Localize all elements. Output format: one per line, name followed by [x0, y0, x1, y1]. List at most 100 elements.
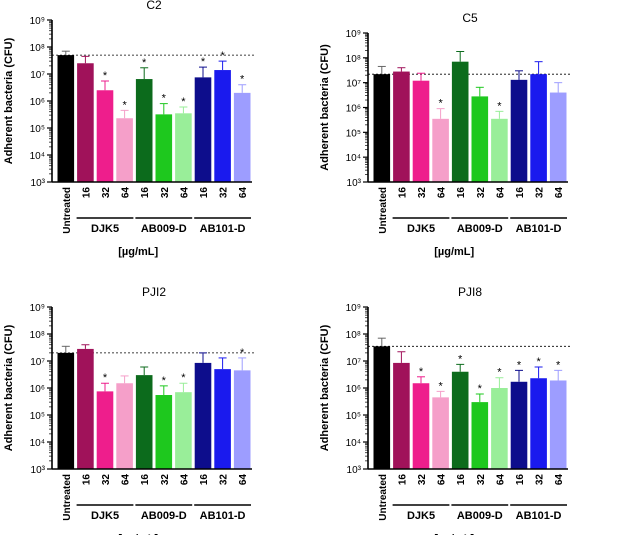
y-tick-label: 10⁶: [30, 97, 45, 108]
group-label: DJK5: [91, 510, 119, 522]
bar-3: [432, 118, 449, 182]
x-tick-label-3: 64: [437, 474, 448, 486]
bar-7: [510, 381, 528, 469]
x-tick-label-6: 64: [179, 474, 190, 486]
bar-6: [175, 113, 192, 182]
x-tick-label-9: 64: [238, 187, 249, 199]
bar-5: [471, 402, 489, 469]
bar-2: [412, 80, 430, 182]
x-tick-label-5: 32: [476, 474, 487, 486]
group-label: DJK5: [91, 223, 119, 235]
group-label: AB009-D: [141, 223, 187, 235]
bar-1: [393, 362, 410, 469]
y-tick-label: 10⁶: [346, 384, 361, 395]
bar-8: [530, 74, 547, 182]
x-axis-unit-label: [µg/mL]: [118, 246, 158, 258]
significance-star-6: *: [181, 372, 186, 384]
x-tick-label-8: 32: [535, 187, 546, 199]
significance-star-9: *: [240, 74, 245, 86]
group-label: AB009-D: [457, 510, 503, 522]
bar-0: [373, 346, 391, 469]
y-tick-label: 10³: [347, 178, 362, 189]
x-tick-label-1: 16: [81, 474, 92, 486]
significance-star-2: *: [103, 70, 108, 82]
y-tick-label: 10⁵: [30, 411, 45, 422]
bar-9: [233, 92, 251, 182]
bar-7: [194, 362, 212, 469]
group-label: AB101-D: [516, 223, 562, 235]
group-label: DJK5: [407, 510, 435, 522]
significance-star-6: *: [497, 367, 502, 379]
x-tick-label-3: 64: [121, 187, 132, 199]
y-tick-label: 10⁴: [30, 438, 45, 449]
y-axis-label: Adherent bacteria (CFU): [3, 37, 15, 164]
group-label: AB101-D: [200, 510, 246, 522]
y-tick-label: 10³: [31, 178, 46, 189]
bar-9: [233, 370, 251, 469]
bar-7: [510, 79, 528, 182]
y-tick-label: 10⁸: [30, 43, 45, 54]
bar-0: [57, 352, 75, 469]
y-tick-label: 10⁵: [346, 128, 361, 139]
y-tick-label: 10⁹: [30, 303, 45, 314]
x-tick-label-8: 32: [219, 474, 230, 486]
y-tick-label: 10⁴: [346, 153, 361, 164]
x-tick-label-5: 32: [160, 187, 171, 199]
y-tick-label: 10⁵: [30, 124, 45, 135]
y-tick-label: 10⁹: [346, 29, 361, 40]
bar-7: [194, 77, 212, 182]
y-tick-label: 10⁷: [30, 357, 45, 368]
chart-panel-c2: C2 Adherent bacteria (CFU) * * * * * * * * 10³ 10⁴ 1…: [3, 0, 254, 258]
group-label: AB101-D: [200, 223, 246, 235]
x-tick-label-0: Untreated: [378, 474, 389, 521]
y-tick-label: 10⁷: [346, 357, 361, 368]
chart-panel-pji2: PJI2 Adherent bacteria (CFU) * * * * 10³ 10⁴ 10⁵…: [3, 285, 254, 540]
bar-4: [451, 61, 469, 182]
bar-4: [451, 371, 469, 469]
y-tick-label: 10⁴: [346, 438, 361, 449]
x-tick-label-2: 32: [101, 187, 112, 199]
x-tick-label-7: 16: [199, 187, 210, 199]
x-axis-unit-label: [µg/mL]: [434, 246, 474, 258]
bar-4: [135, 375, 153, 469]
chart-title: PJI2: [142, 285, 166, 299]
x-tick-label-7: 16: [515, 474, 526, 486]
x-tick-label-6: 64: [495, 474, 506, 486]
x-tick-label-4: 16: [140, 474, 151, 486]
significance-star-3: *: [122, 99, 127, 111]
bar-3: [116, 118, 133, 182]
significance-star-6: *: [497, 100, 502, 112]
significance-star-9: *: [556, 359, 561, 371]
significance-star-8: *: [220, 50, 225, 62]
x-tick-label-5: 32: [160, 474, 171, 486]
x-tick-label-9: 64: [554, 187, 565, 199]
y-tick-label: 10⁴: [30, 151, 45, 162]
x-tick-label-4: 16: [456, 187, 467, 199]
y-axis-label: Adherent bacteria (CFU): [319, 324, 331, 451]
significance-star-3: *: [438, 380, 443, 392]
group-label: AB009-D: [141, 510, 187, 522]
bar-9: [549, 92, 567, 182]
y-axis-label: Adherent bacteria (CFU): [3, 324, 15, 451]
bar-5: [471, 96, 489, 182]
bar-1: [393, 71, 410, 182]
x-tick-label-1: 16: [81, 187, 92, 199]
chart-panel-c5: C5 Adherent bacteria (CFU) * * 10³ 10⁴ 10⁵ 10⁶ 1…: [319, 11, 570, 258]
chart-title: C2: [146, 0, 162, 12]
x-tick-label-8: 32: [219, 187, 230, 199]
y-tick-label: 10⁶: [346, 104, 361, 115]
significance-star-4: *: [142, 57, 147, 69]
x-tick-label-5: 32: [476, 187, 487, 199]
bar-5: [155, 114, 173, 182]
significance-star-7: *: [201, 56, 206, 68]
chart-panel-pji8: PJI8 Adherent bacteria (CFU) * * * * * * * * 10³ 10…: [319, 285, 570, 540]
chart-title: C5: [462, 11, 478, 25]
x-tick-label-0: Untreated: [62, 474, 73, 521]
x-tick-label-3: 64: [121, 474, 132, 486]
y-tick-label: 10⁵: [346, 411, 361, 422]
x-tick-label-2: 32: [417, 474, 428, 486]
x-tick-label-6: 64: [179, 187, 190, 199]
x-tick-label-1: 16: [397, 474, 408, 486]
bar-2: [96, 90, 114, 182]
